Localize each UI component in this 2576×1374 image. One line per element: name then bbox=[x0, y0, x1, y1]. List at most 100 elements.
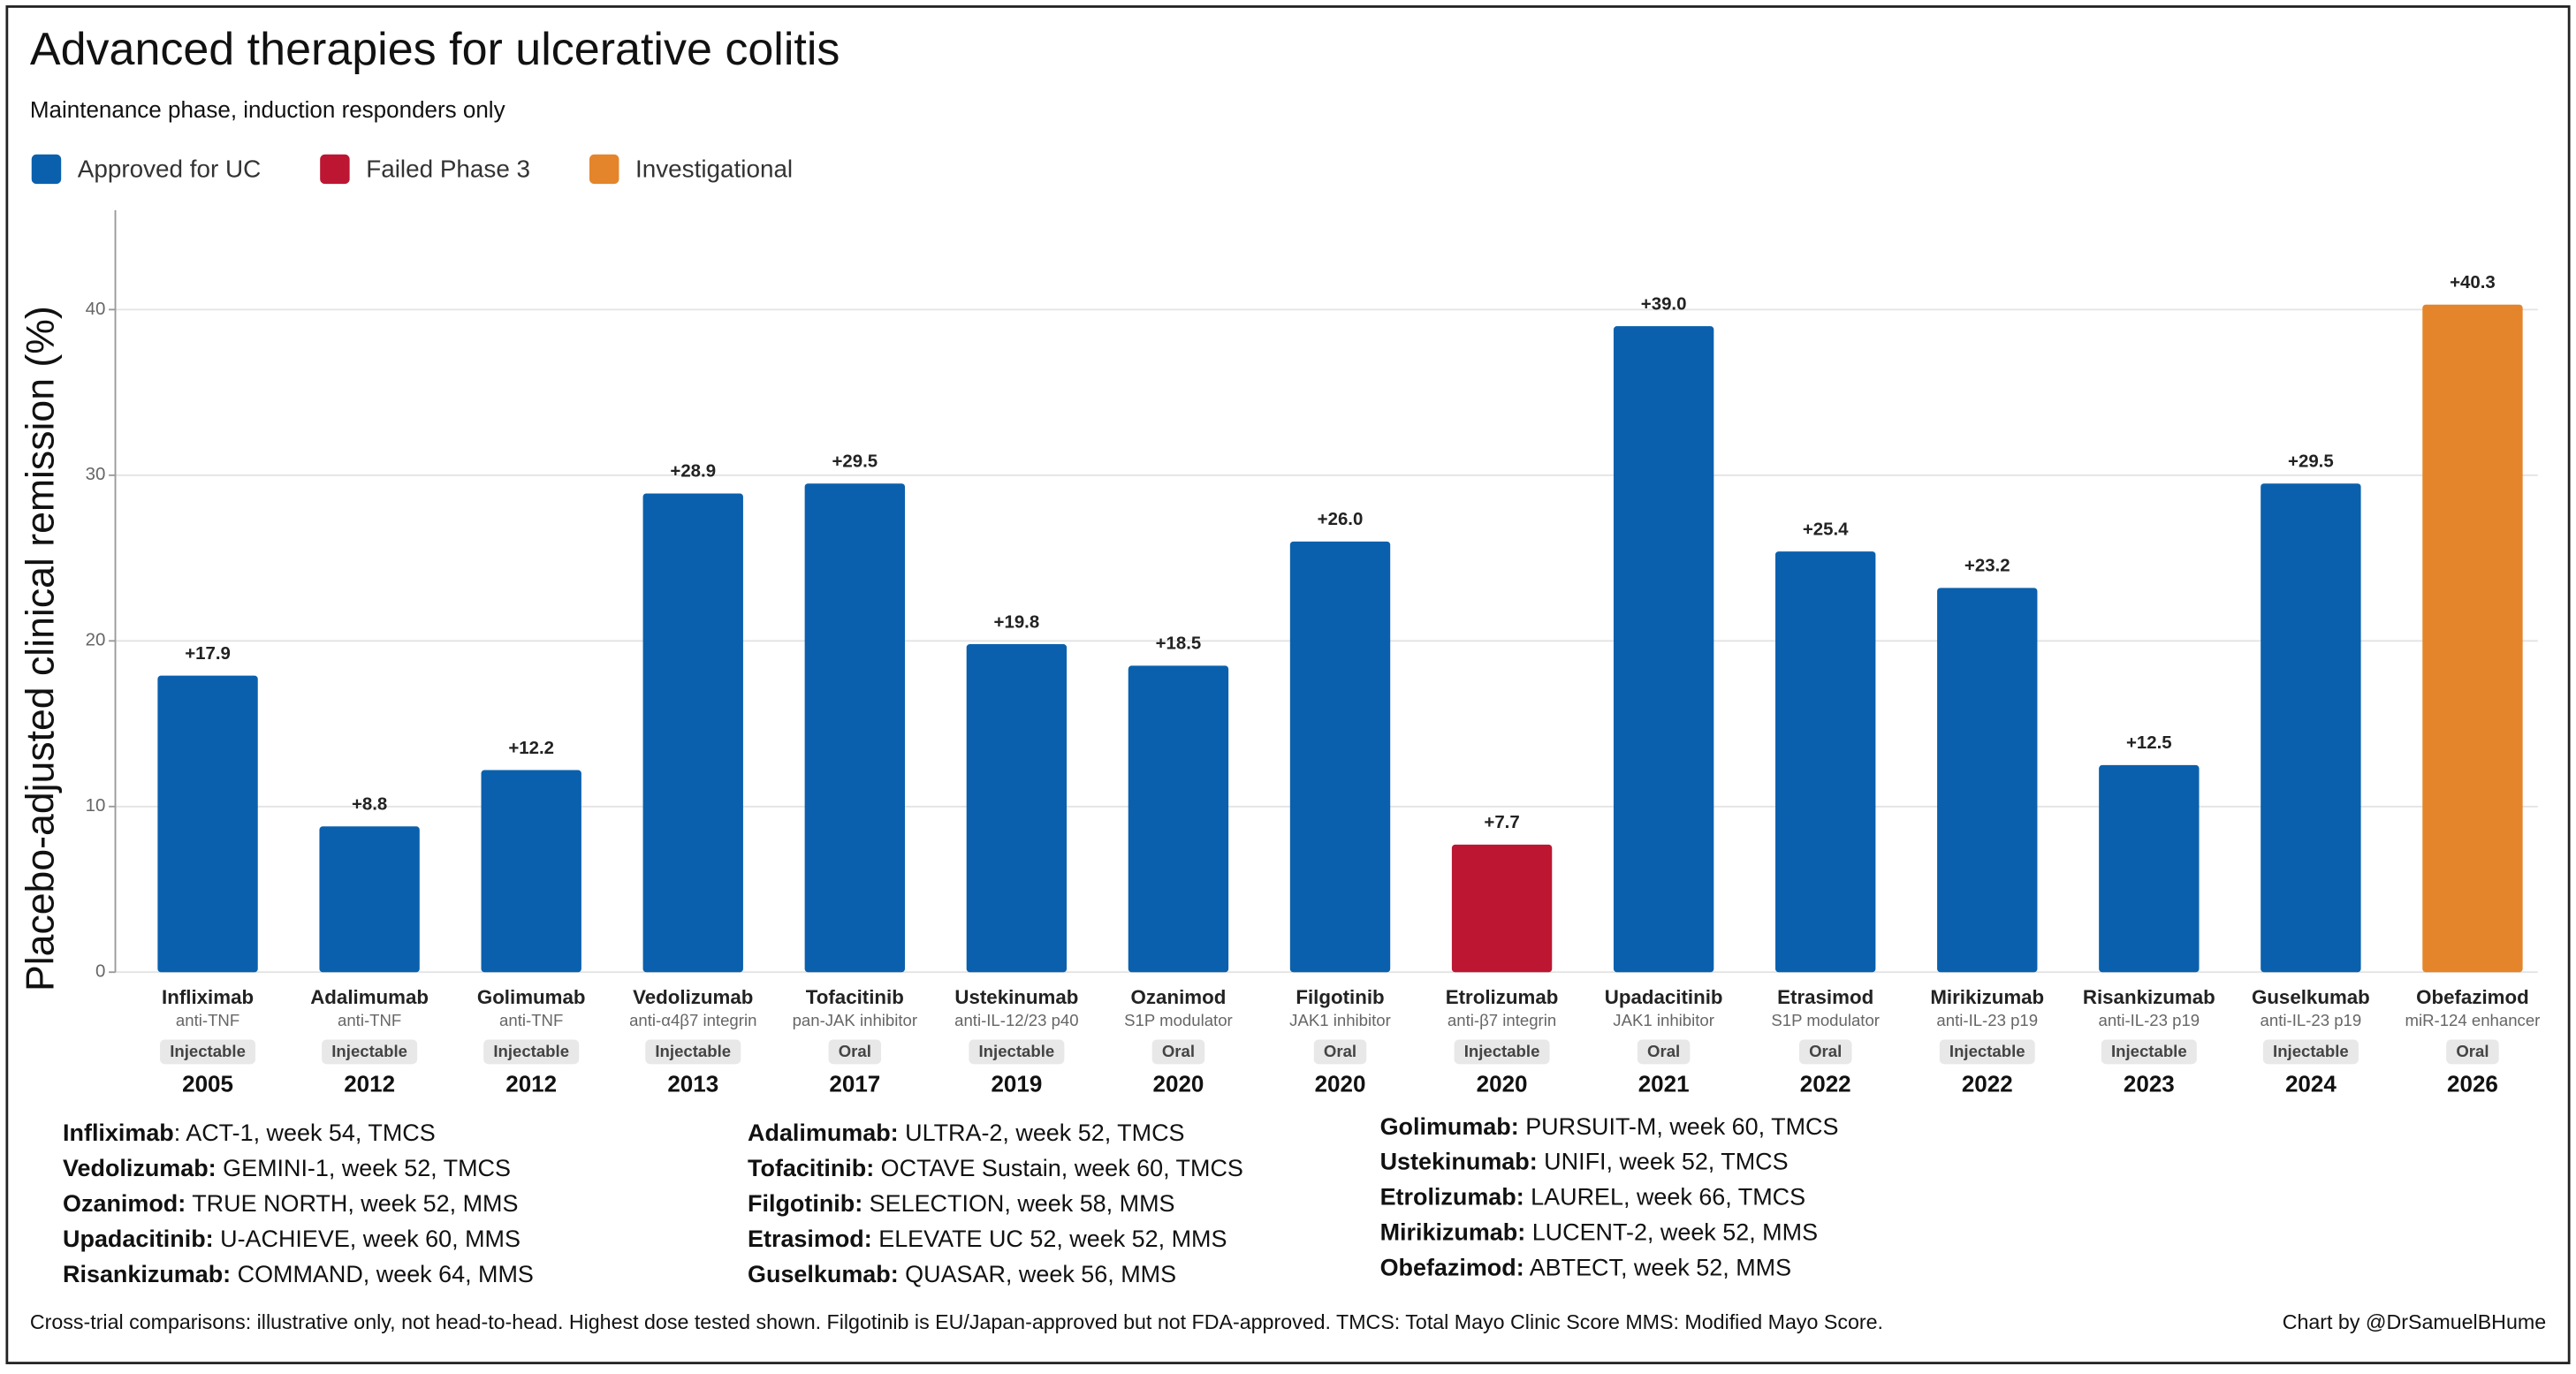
year-label: 2026 bbox=[2447, 1070, 2498, 1097]
route-pill bbox=[2101, 1039, 2197, 1065]
year-label: 2012 bbox=[505, 1070, 557, 1097]
trial-detail: GEMINI-1, week 52, TMCS bbox=[217, 1155, 511, 1181]
route-pill bbox=[1151, 1039, 1205, 1065]
trial-drug: Ozanimod: bbox=[63, 1190, 186, 1217]
x-tick-label: Upadacitinib bbox=[1605, 986, 1723, 1008]
value-label: +29.5 bbox=[832, 451, 878, 471]
frame bbox=[5, 5, 2571, 1364]
legend-swatch bbox=[31, 154, 62, 185]
bar bbox=[804, 483, 906, 973]
trial-detail: TRUE NORTH, week 52, MMS bbox=[186, 1190, 518, 1217]
x-tick-label: Obefazimod bbox=[2416, 986, 2529, 1008]
route-pill bbox=[1637, 1039, 1691, 1065]
trial-drug: Adalimumab: bbox=[748, 1120, 899, 1146]
value-label: +28.9 bbox=[670, 461, 716, 482]
route-pill bbox=[160, 1039, 256, 1065]
trial-note: Mirikizumab: LUCENT-2, week 52, MMS bbox=[1380, 1219, 1818, 1246]
trial-detail: LAUREL, week 66, TMCS bbox=[1524, 1184, 1805, 1211]
mechanism-label: anti-IL-12/23 p40 bbox=[954, 1011, 1078, 1029]
bar bbox=[1775, 551, 1876, 973]
route-label: Injectable bbox=[331, 1042, 407, 1060]
bar bbox=[966, 644, 1068, 973]
route-pill bbox=[969, 1039, 1065, 1065]
bar bbox=[642, 493, 743, 973]
x-tick-label: Ozanimod bbox=[1131, 986, 1227, 1008]
trial-note: Upadacitinib: U-ACHIEVE, week 60, MMS bbox=[63, 1226, 521, 1252]
x-tick-label: Ustekinumab bbox=[954, 986, 1078, 1008]
x-tick-label: Vedolizumab bbox=[633, 986, 753, 1008]
route-pill bbox=[2446, 1039, 2499, 1065]
mechanism-label: S1P modulator bbox=[1771, 1011, 1880, 1029]
trial-note: Filgotinib: SELECTION, week 58, MMS bbox=[748, 1190, 1174, 1217]
legend-label: Investigational bbox=[635, 156, 793, 183]
mechanism-label: JAK1 inhibitor bbox=[1613, 1011, 1714, 1029]
mechanism-label: anti-TNF bbox=[176, 1011, 239, 1029]
route-label: Injectable bbox=[655, 1042, 731, 1060]
year-label: 2023 bbox=[2124, 1070, 2175, 1097]
mechanism-label: anti-TNF bbox=[499, 1011, 563, 1029]
route-label: Injectable bbox=[2111, 1042, 2187, 1060]
value-label: +17.9 bbox=[185, 643, 231, 664]
trial-detail: LUCENT-2, week 52, MMS bbox=[1525, 1219, 1818, 1246]
bar bbox=[1128, 665, 1229, 973]
bar bbox=[1937, 588, 2038, 973]
trial-drug: Infliximab bbox=[63, 1120, 174, 1146]
y-tick-label: 40 bbox=[86, 299, 106, 319]
trial-detail: QUASAR, week 56, MMS bbox=[899, 1261, 1176, 1287]
trial-note: Obefazimod: ABTECT, week 52, MMS bbox=[1380, 1255, 1792, 1281]
mechanism-label: anti-β7 integrin bbox=[1448, 1011, 1556, 1029]
trial-drug: Risankizumab: bbox=[63, 1261, 231, 1287]
trial-note: Etrasimod: ELEVATE UC 52, week 52, MMS bbox=[748, 1226, 1227, 1252]
value-label: +8.8 bbox=[352, 794, 387, 815]
year-label: 2022 bbox=[1800, 1070, 1851, 1097]
route-pill bbox=[828, 1039, 882, 1065]
x-tick-label: Etrasimod bbox=[1777, 986, 1873, 1008]
year-label: 2013 bbox=[667, 1070, 718, 1097]
chart-title: Advanced therapies for ulcerative coliti… bbox=[30, 24, 840, 75]
route-label: Oral bbox=[2456, 1042, 2489, 1060]
x-tick-label: Adalimumab bbox=[310, 986, 429, 1008]
chart-subtitle: Maintenance phase, induction responders … bbox=[30, 96, 505, 123]
value-label: +7.7 bbox=[1484, 812, 1519, 832]
x-tick-label: Etrolizumab bbox=[1446, 986, 1559, 1008]
trial-note: Infliximab: ACT-1, week 54, TMCS bbox=[63, 1120, 436, 1146]
mechanism-label: JAK1 inhibitor bbox=[1289, 1011, 1391, 1029]
mechanism-label: S1P modulator bbox=[1124, 1011, 1233, 1029]
trial-note: Risankizumab: COMMAND, week 64, MMS bbox=[63, 1261, 534, 1287]
y-tick-label: 0 bbox=[95, 961, 105, 982]
mechanism-label: anti-IL-23 p19 bbox=[1936, 1011, 2038, 1029]
bar bbox=[1289, 541, 1391, 973]
route-pill bbox=[322, 1039, 418, 1065]
bar bbox=[319, 826, 420, 973]
bar bbox=[157, 675, 258, 973]
value-label: +26.0 bbox=[1318, 509, 1364, 529]
value-label: +12.2 bbox=[508, 738, 554, 758]
value-label: +39.0 bbox=[1641, 293, 1687, 314]
trial-detail: ULTRA-2, week 52, TMCS bbox=[899, 1120, 1185, 1146]
value-label: +40.3 bbox=[2450, 272, 2496, 292]
route-label: Injectable bbox=[979, 1042, 1055, 1060]
mechanism-label: pan-JAK inhibitor bbox=[793, 1011, 917, 1029]
trial-note: Tofacitinib: OCTAVE Sustain, week 60, TM… bbox=[748, 1155, 1243, 1181]
trial-detail: PURSUIT-M, week 60, TMCS bbox=[1519, 1113, 1839, 1140]
legend-label: Failed Phase 3 bbox=[366, 156, 530, 183]
legend-swatch bbox=[589, 154, 619, 185]
trial-note: Etrolizumab: LAUREL, week 66, TMCS bbox=[1380, 1184, 1806, 1211]
trial-drug: Golimumab: bbox=[1380, 1113, 1519, 1140]
trial-drug: Vedolizumab: bbox=[63, 1155, 217, 1181]
trial-detail: : ACT-1, week 54, TMCS bbox=[174, 1120, 436, 1146]
trial-detail: UNIFI, week 52, TMCS bbox=[1538, 1149, 1789, 1175]
route-label: Injectable bbox=[170, 1042, 246, 1060]
route-pill bbox=[645, 1039, 741, 1065]
year-label: 2020 bbox=[1153, 1070, 1204, 1097]
trial-note: Ozanimod: TRUE NORTH, week 52, MMS bbox=[63, 1190, 518, 1217]
route-pill bbox=[1454, 1039, 1550, 1065]
x-tick-label: Guselkumab bbox=[2252, 986, 2370, 1008]
trial-drug: Mirikizumab: bbox=[1380, 1219, 1526, 1246]
route-label: Injectable bbox=[493, 1042, 569, 1060]
value-label: +29.5 bbox=[2288, 451, 2334, 471]
bar bbox=[2422, 304, 2523, 973]
mechanism-label: anti-IL-23 p19 bbox=[2098, 1011, 2200, 1029]
